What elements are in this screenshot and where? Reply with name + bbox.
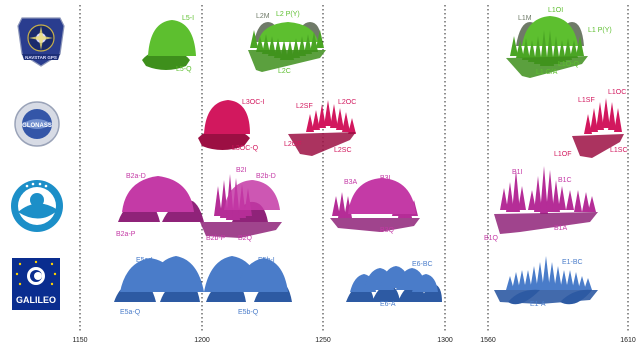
gps-l1py-label: L1 P(Y) [588,27,612,34]
beidou-b3-band: B3A B3I B3Q [330,175,420,234]
tick-label-1150: 1150 [72,337,87,344]
glonass-l3oci-label: L3OC-I [242,99,265,106]
beidou-b2-band: B2a-D B2a-P B2I B2b-D B2b-P B2Q [116,167,282,242]
glonass-l2sf-label: L2SF [296,103,313,110]
glonass-l3ocq-label: L3OC-Q [232,145,259,152]
beidou-b3a-label: B3A [344,179,358,186]
beidou-b3i-label: B3I [380,175,391,182]
gps-l1ca-label: L1 C/A [536,69,558,76]
beidou-b2q-label: B2Q [238,235,253,242]
galileo-e1a-label: E1-A [530,301,546,308]
galileo-e5bq-label: E5b-Q [238,309,259,316]
gps-l2-band: L2M L2 P(Y) L2C [248,11,326,75]
glonass-l1sf-label: L1SF [578,97,595,104]
beidou-logo [11,180,63,232]
tick-label-1200: 1200 [194,337,210,344]
galileo-e6-band: E6-BC E6-A [346,261,442,308]
galileo-e5aq-label: E5a-Q [120,309,141,316]
beidou-b1c-label: B1C [558,177,572,184]
gps-l1-band: L1M L1OI L1 P(Y) L1O-Q L1 C/A [506,7,612,78]
galileo-e6a-label: E6-A [380,301,396,308]
glonass-l2-band: L2SF L2OC L2OF L2SC [284,99,356,156]
beidou-b1a-label: B1A [554,225,568,232]
glonass-l1oc-label: L1OC [608,89,626,96]
beidou-b1q-label: B1Q [484,235,499,242]
beidou-b1i-label: B1I [512,169,523,176]
glonass-logo: GLONASS [14,101,60,147]
glonass-logo-text: GLONASS [22,123,52,129]
beidou-b2bp-label: B2b-P [206,235,226,242]
gps-logo: NAVSTAR GPS [17,17,65,67]
gps-l1oi-label: L1OI [548,7,563,14]
gps-logo-text: NAVSTAR GPS [25,55,57,60]
gps-l5i-label: L5-I [182,15,194,22]
beidou-b2ad-label: B2a-D [126,173,146,180]
glonass-l2sc-label: L2SC [334,147,352,154]
tick-label-1300: 1300 [437,337,453,344]
beidou-b2bd-label: B2b-D [256,173,276,180]
beidou-b2i-label: B2I [236,167,247,174]
glonass-l2of-label: L2OF [284,141,302,148]
galileo-e5-band: E5a-I E5b-I E5a-Q E5b-Q [114,256,292,316]
tick-label-1610: 1610 [620,337,636,344]
gps-l2c-label: L2C [278,68,291,75]
tick-label-1560: 1560 [480,337,496,344]
gps-l1oq-label: L1O-Q [558,61,580,68]
galileo-e5ai-label: E5a-I [136,257,153,264]
galileo-e1bc-label: E1-BC [562,259,583,266]
gps-l1m-label: L1M [518,15,532,22]
glonass-l1of-label: L1OF [554,151,572,158]
beidou-b1-band: B1I B1C B1A B1Q [484,166,598,242]
galileo-e5bi-label: E5b-I [258,257,275,264]
galileo-logo-text: GALILEO [16,295,56,305]
galileo-logo: GALILEO [12,258,60,310]
galileo-e1-band: E1-BC E1-A [494,256,598,308]
gps-l2py-label: L2 P(Y) [276,11,300,18]
frequency-axis: 1150 1200 1250 1300 1560 1610 [72,337,635,344]
gps-l5-band: L5-I L5-Q [142,15,196,73]
glonass-l1sc-label: L1SC [610,147,628,154]
galileo-e6bc-label: E6-BC [412,261,433,268]
beidou-b2ap-label: B2a-P [116,231,136,238]
glonass-l2oc-label: L2OC [338,99,356,106]
glonass-l1-band: L1SF L1OC L1OF L1SC [554,89,628,158]
grid-lines [79,5,629,332]
beidou-b3q-label: B3Q [380,227,395,234]
gps-l2m-label: L2M [256,13,270,20]
gps-l5q-label: L5-Q [176,66,192,73]
tick-label-1250: 1250 [315,337,331,344]
glonass-l3-band: L3OC-I L3OC-Q [198,99,265,152]
